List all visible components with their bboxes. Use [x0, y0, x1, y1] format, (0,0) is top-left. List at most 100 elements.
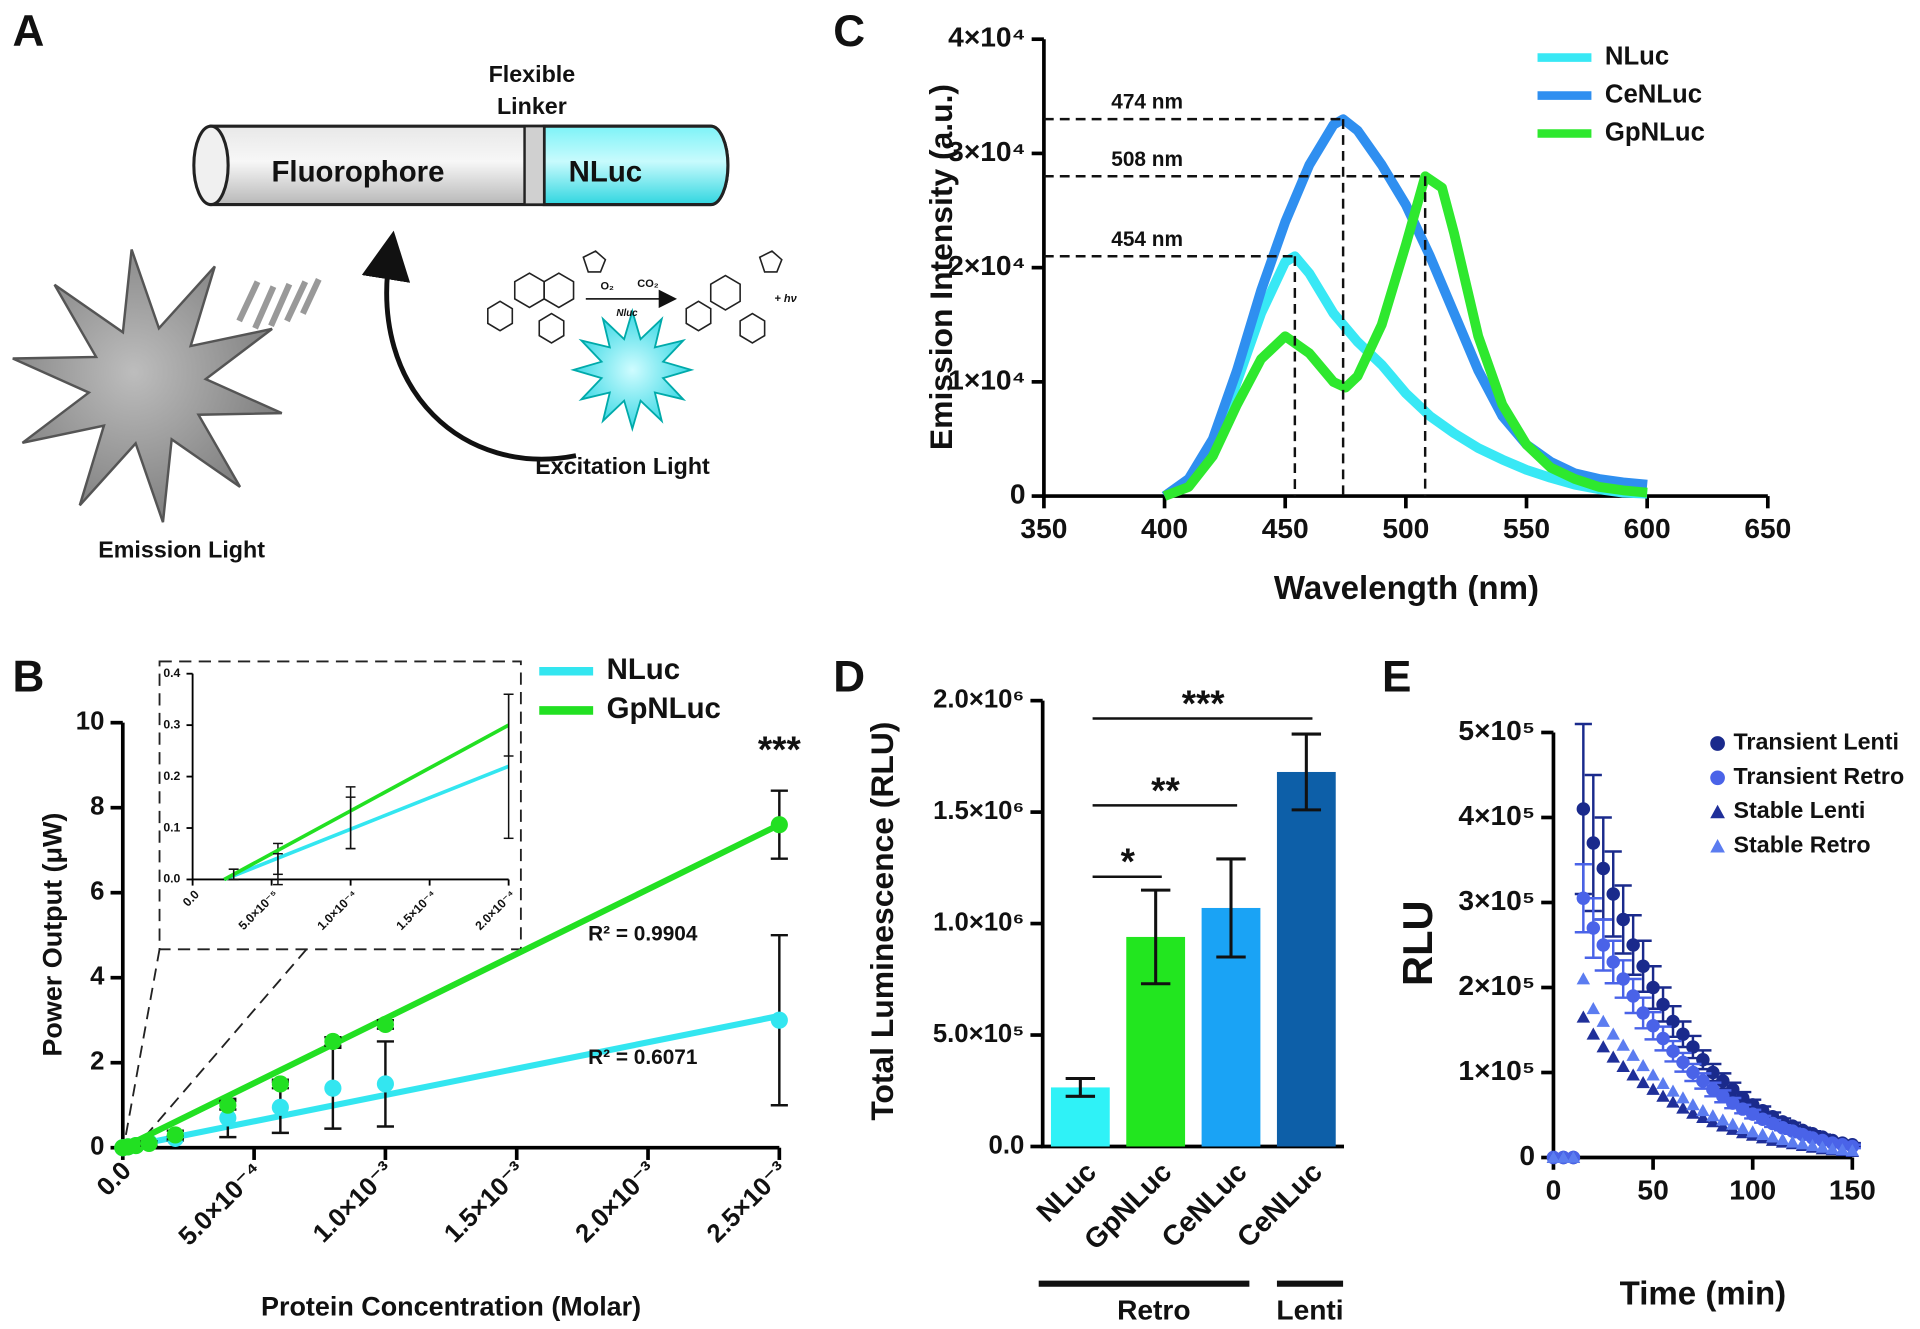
- point: [1596, 861, 1611, 876]
- y-tick-label: 3×10⁴: [948, 135, 1025, 167]
- fit-line: [223, 764, 510, 882]
- significance-label: *: [1121, 841, 1136, 882]
- point: [1606, 1027, 1620, 1040]
- zoom-line: [123, 949, 161, 1146]
- point: [1696, 1104, 1710, 1117]
- y-tick-label: 0: [1519, 1139, 1535, 1171]
- point: [1795, 1137, 1810, 1150]
- point: [140, 1134, 158, 1153]
- legend-label: CeNLuc: [1605, 80, 1702, 108]
- legend-label: Transient Lenti: [1734, 729, 1899, 755]
- y-tick-label: 8: [90, 792, 104, 820]
- fit-line: [121, 821, 781, 1151]
- annotation: 454 nm: [1111, 228, 1183, 251]
- y-tick-label: 0.3: [163, 717, 180, 731]
- legend-marker: [1710, 736, 1725, 751]
- line: [1161, 114, 1648, 501]
- point: [1646, 980, 1660, 995]
- point: [1626, 989, 1640, 1003]
- chart: D 0.0 5.0×10⁵ 1.0×10⁶ 1.5×10⁶ 2.0×10⁶ Total Lu…: [833, 652, 1345, 1325]
- point: [1755, 1127, 1770, 1140]
- point: [1626, 1068, 1640, 1081]
- point: [1646, 1082, 1660, 1095]
- point: [1765, 1130, 1780, 1143]
- excitation-star: [570, 307, 695, 432]
- significance-label: **: [1151, 770, 1180, 811]
- point: [1576, 972, 1591, 985]
- annotation: 508 nm: [1111, 148, 1183, 171]
- point: [271, 1075, 289, 1093]
- fluorophore-label: Fluorophore: [271, 156, 444, 189]
- linker: [523, 124, 546, 206]
- line: [1162, 171, 1648, 501]
- point: [1666, 1014, 1680, 1029]
- hatch: [236, 277, 322, 330]
- point: [1686, 1098, 1700, 1111]
- substrate-structure: [487, 250, 783, 344]
- panel-label: C: [833, 7, 865, 56]
- point: [770, 816, 788, 834]
- diagram: A Fluorophore NLuc Flexible Linker Excit…: [12, 7, 798, 562]
- x-tick-label: 400: [1141, 512, 1188, 544]
- panel-label: D: [833, 652, 865, 701]
- x-tick-label: 0.0: [180, 887, 202, 909]
- point: [271, 1098, 289, 1116]
- x-tick-label: 0.0: [92, 1157, 137, 1202]
- group-label: Lenti: [1276, 1293, 1343, 1325]
- y-tick-label: 4: [90, 962, 105, 990]
- point: [1736, 1102, 1750, 1116]
- legend-marker: [1710, 804, 1725, 819]
- point: [1706, 1109, 1720, 1122]
- point: [324, 1032, 342, 1051]
- point: [1616, 972, 1630, 986]
- point: [1656, 997, 1670, 1012]
- point: [1616, 1038, 1630, 1051]
- point: [1775, 1132, 1790, 1146]
- enzyme: Nluc: [616, 308, 638, 319]
- y-tick-label: 4×10⁵: [1458, 799, 1535, 831]
- point: [1716, 1113, 1730, 1126]
- legend-marker: [1710, 770, 1725, 786]
- x-axis-title: Wavelength (nm): [1274, 570, 1539, 607]
- energy-arrow: [361, 230, 577, 462]
- x-tick-label: 1.0×10⁻⁴: [314, 887, 359, 932]
- point: [1646, 1068, 1660, 1081]
- point: [1576, 802, 1591, 816]
- point: [1646, 1019, 1660, 1033]
- point: [1586, 836, 1601, 850]
- nluc-segment: [542, 124, 730, 207]
- y-tick-label: 1×10⁵: [1458, 1054, 1535, 1086]
- point: [1666, 1044, 1680, 1058]
- point: [1636, 1075, 1650, 1089]
- point: [1626, 1048, 1640, 1061]
- point: [1835, 1143, 1850, 1156]
- y-tick-label: 6: [90, 877, 104, 905]
- point: [1556, 1150, 1571, 1163]
- point: [1666, 1084, 1680, 1097]
- point: [1596, 1014, 1611, 1027]
- y-tick-label: 2: [90, 1048, 104, 1076]
- legend-label: GpNLuc: [1605, 118, 1705, 146]
- x-tick-label: 350: [1020, 512, 1067, 544]
- y-tick-label: 0.2: [163, 769, 180, 783]
- point: [1616, 1059, 1630, 1072]
- legend-label: Transient Retro: [1734, 763, 1905, 789]
- point: [1586, 1002, 1601, 1015]
- point: [376, 1075, 394, 1093]
- point: [1726, 1096, 1740, 1110]
- point: [166, 1126, 184, 1144]
- point: [1815, 1140, 1830, 1153]
- x-tick-label: 1.0×10⁻³: [308, 1156, 400, 1248]
- y-tick-label: 1.0×10⁶: [933, 908, 1024, 936]
- y-tick-label: 4×10⁴: [948, 21, 1025, 53]
- point: [219, 1096, 237, 1114]
- reagent: O₂: [600, 281, 614, 293]
- point: [1546, 1150, 1561, 1163]
- x-tick-label: 100: [1729, 1173, 1776, 1205]
- point: [1706, 1082, 1720, 1097]
- point: [1736, 1091, 1750, 1105]
- excitation-label: Excitation Light: [535, 453, 710, 479]
- legend-label: NLuc: [1605, 42, 1669, 70]
- annotation: R² = 0.6071: [588, 1046, 697, 1069]
- tube-end: [192, 124, 230, 207]
